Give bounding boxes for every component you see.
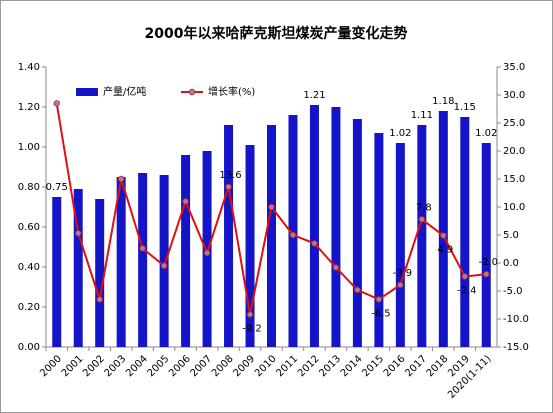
y2-tick-label: -15.0 — [503, 342, 529, 353]
bar-value-label: 1.18 — [432, 96, 454, 107]
growth-marker — [268, 203, 275, 211]
y2-tick-label: 5.0 — [503, 230, 519, 241]
bar — [288, 115, 298, 347]
y2-tick-label: -5.0 — [503, 286, 523, 297]
growth-marker — [332, 264, 340, 271]
y-tick-label: 0.00 — [18, 342, 40, 353]
growth-marker — [461, 273, 468, 280]
y-tick-label: 1.00 — [18, 142, 40, 153]
bar-value-label: 1.02 — [389, 128, 411, 139]
bar — [417, 125, 427, 347]
growth-marker — [375, 296, 383, 303]
bar — [202, 151, 212, 347]
y2-tick-label: 20.0 — [503, 146, 525, 157]
bar — [395, 143, 405, 347]
bar — [138, 173, 148, 347]
bar-value-label: 1.15 — [454, 102, 476, 113]
growth-marker — [440, 232, 447, 239]
growth-marker — [139, 245, 146, 252]
growth-marker — [246, 311, 254, 318]
bar — [181, 155, 191, 347]
growth-marker — [397, 281, 404, 289]
y2-tick-label: 15.0 — [503, 174, 525, 185]
growth-marker — [311, 240, 318, 247]
growth-marker — [289, 231, 297, 239]
line-value-label: 13.6 — [219, 170, 241, 181]
y-tick-label: 0.60 — [18, 222, 40, 233]
legend-swatch — [76, 88, 98, 96]
bar — [438, 111, 448, 347]
growth-marker — [182, 198, 189, 205]
y-tick-label: 0.80 — [18, 182, 40, 193]
bar — [116, 177, 126, 347]
growth-marker — [225, 183, 232, 191]
bar — [73, 189, 83, 347]
line-value-label: -9.2 — [242, 324, 262, 335]
y2-tick-label: 25.0 — [503, 118, 525, 129]
line-value-label: 4.9 — [437, 245, 453, 256]
y2-tick-label: 35.0 — [503, 62, 525, 73]
growth-marker — [75, 230, 82, 237]
y2-tick-label: 0.0 — [503, 258, 519, 269]
legend-label: 产量/亿吨 — [103, 85, 146, 98]
growth-marker — [117, 175, 125, 183]
y2-tick-label: 10.0 — [503, 202, 525, 213]
growth-marker — [96, 296, 103, 303]
bar — [267, 125, 276, 347]
y-tick-label: 1.20 — [18, 102, 40, 113]
bar — [331, 107, 341, 347]
bar — [374, 133, 384, 347]
bar — [460, 117, 470, 347]
chart-title: 2000年以来哈萨克斯坦煤炭产量变化走势 — [145, 25, 408, 42]
line-value-label: -6.5 — [371, 308, 391, 319]
bar — [159, 175, 169, 347]
bar-value-label: 1.11 — [411, 110, 433, 121]
y2-tick-label: 30.0 — [503, 90, 525, 101]
line-value-label: 7.8 — [416, 202, 432, 213]
growth-marker — [203, 249, 211, 257]
y-tick-label: 1.40 — [18, 62, 40, 73]
line-value-label: -2.4 — [457, 285, 477, 296]
bar — [352, 119, 362, 347]
line-value-label: -3.9 — [393, 268, 413, 279]
bar — [309, 105, 319, 347]
bar-value-label: 1.21 — [303, 90, 325, 101]
y2-tick-label: -10.0 — [503, 314, 529, 325]
bar-value-label: 0.75 — [46, 182, 68, 193]
line-value-label: -2.0 — [479, 257, 499, 268]
bar-value-label: 1.02 — [475, 128, 497, 139]
growth-marker — [418, 216, 426, 223]
legend-swatch-marker — [188, 88, 196, 96]
growth-marker — [160, 262, 168, 269]
bar — [224, 125, 234, 347]
bar — [245, 145, 255, 347]
bar — [95, 199, 105, 347]
y-tick-label: 0.40 — [18, 262, 40, 273]
growth-marker — [354, 286, 361, 294]
growth-marker — [53, 100, 60, 107]
y-tick-label: 0.20 — [18, 302, 40, 313]
bar — [52, 197, 62, 347]
bar — [481, 143, 491, 347]
legend-label: 增长率(%) — [208, 85, 255, 98]
growth-marker — [483, 271, 490, 278]
